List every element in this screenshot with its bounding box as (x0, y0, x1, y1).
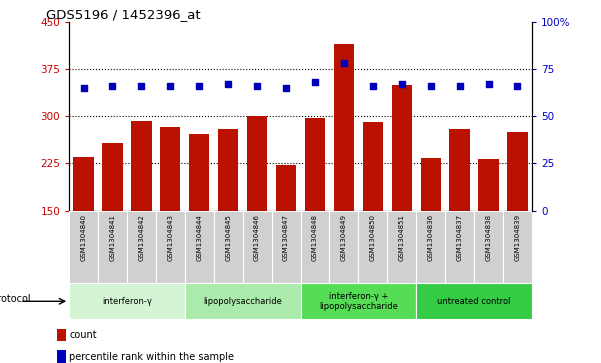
Text: interferon-γ +
lipopolysaccharide: interferon-γ + lipopolysaccharide (319, 291, 398, 311)
Bar (305, 118, 325, 211)
Bar (131, 121, 151, 211)
Text: protocol: protocol (0, 294, 31, 305)
Text: percentile rank within the sample: percentile rank within the sample (69, 352, 234, 362)
Bar (185, 283, 300, 319)
Text: GSM1304848: GSM1304848 (312, 214, 318, 261)
Bar (102, 143, 123, 211)
Bar (69, 211, 98, 283)
Text: GSM1304849: GSM1304849 (341, 214, 347, 261)
Bar (276, 165, 296, 211)
Bar (243, 211, 272, 283)
Bar (156, 211, 185, 283)
Text: GDS5196 / 1452396_at: GDS5196 / 1452396_at (46, 8, 201, 21)
Bar (421, 158, 441, 211)
Bar (300, 211, 329, 283)
Bar (300, 283, 416, 319)
Bar (362, 122, 383, 211)
Bar (73, 157, 94, 211)
Bar (358, 211, 387, 283)
Point (310, 79, 320, 85)
Text: GSM1304840: GSM1304840 (81, 214, 87, 261)
Point (339, 60, 349, 66)
Bar (185, 211, 214, 283)
Bar (474, 211, 503, 283)
Text: GSM1304847: GSM1304847 (283, 214, 289, 261)
Bar (189, 134, 209, 211)
Bar (329, 211, 358, 283)
Text: GSM1304851: GSM1304851 (398, 214, 404, 261)
Bar (450, 129, 470, 211)
Text: interferon-γ: interferon-γ (102, 297, 152, 306)
Text: GSM1304839: GSM1304839 (514, 214, 520, 261)
Text: GSM1304844: GSM1304844 (197, 214, 203, 261)
Bar (334, 44, 354, 211)
Bar (127, 211, 156, 283)
Point (426, 83, 436, 89)
Text: count: count (69, 330, 97, 340)
Point (368, 83, 377, 89)
Text: untreated control: untreated control (438, 297, 511, 306)
Point (195, 83, 204, 89)
Bar (57, 350, 66, 363)
Point (513, 83, 522, 89)
Point (252, 83, 262, 89)
Bar (507, 132, 528, 211)
Bar (416, 211, 445, 283)
Point (455, 83, 465, 89)
Text: lipopolysaccharide: lipopolysaccharide (203, 297, 282, 306)
Point (136, 83, 146, 89)
Text: GSM1304841: GSM1304841 (109, 214, 115, 261)
Point (397, 81, 406, 87)
Bar (57, 329, 66, 341)
Text: GSM1304838: GSM1304838 (486, 214, 492, 261)
Point (108, 83, 117, 89)
Bar (416, 283, 532, 319)
Bar (160, 127, 180, 211)
Point (281, 85, 291, 91)
Text: GSM1304836: GSM1304836 (428, 214, 434, 261)
Bar (478, 159, 499, 211)
Bar (69, 283, 185, 319)
Point (79, 85, 88, 91)
Bar (392, 85, 412, 211)
Text: GSM1304837: GSM1304837 (457, 214, 463, 261)
Point (484, 81, 493, 87)
Bar (214, 211, 243, 283)
Bar (445, 211, 474, 283)
Point (165, 83, 175, 89)
Text: GSM1304843: GSM1304843 (167, 214, 173, 261)
Bar (98, 211, 127, 283)
Bar (387, 211, 416, 283)
Bar (503, 211, 532, 283)
Bar (218, 129, 239, 211)
Text: GSM1304850: GSM1304850 (370, 214, 376, 261)
Bar (247, 116, 267, 211)
Text: GSM1304842: GSM1304842 (138, 214, 144, 261)
Text: GSM1304845: GSM1304845 (225, 214, 231, 261)
Point (224, 81, 233, 87)
Text: GSM1304846: GSM1304846 (254, 214, 260, 261)
Bar (272, 211, 300, 283)
